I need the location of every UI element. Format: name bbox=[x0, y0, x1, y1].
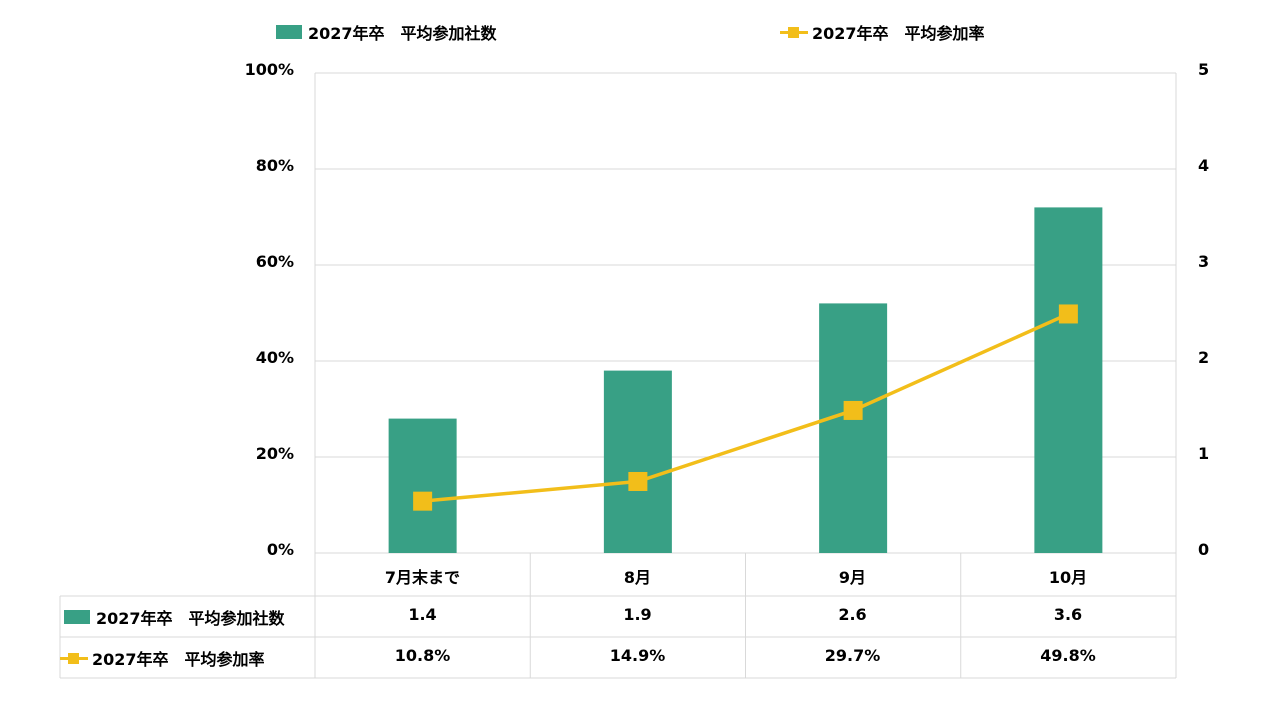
table-cell: 29.7% bbox=[824, 646, 881, 665]
table-cell: 3.6 bbox=[1053, 605, 1083, 624]
legend-line-label: 2027年卒 平均参加率 bbox=[812, 24, 985, 43]
table-row-header-line: 2027年卒 平均参加率 bbox=[60, 637, 265, 678]
table-line-swatch bbox=[60, 651, 88, 665]
right-tick-label: 2 bbox=[1198, 348, 1210, 367]
right-tick-label: 5 bbox=[1198, 60, 1210, 79]
line-marker bbox=[413, 491, 433, 511]
right-tick-label: 4 bbox=[1198, 156, 1210, 175]
legend-line-swatch bbox=[780, 25, 808, 39]
bar bbox=[1034, 207, 1103, 553]
left-tick-label: 100% bbox=[244, 60, 294, 79]
series-line bbox=[422, 312, 1070, 503]
bar bbox=[819, 303, 888, 553]
table-cell: 2.6 bbox=[838, 605, 867, 624]
left-tick-label: 0% bbox=[266, 540, 294, 559]
legend-bar-swatch bbox=[276, 25, 302, 39]
table-cell: 1.4 bbox=[408, 605, 437, 624]
table-bar-swatch bbox=[64, 609, 90, 624]
line-marker bbox=[628, 471, 648, 491]
table-row-label: 2027年卒 平均参加率 bbox=[92, 649, 265, 669]
right-tick-label: 0 bbox=[1198, 540, 1210, 559]
legend-line: 2027年卒 平均参加率 bbox=[780, 20, 985, 44]
bar bbox=[388, 418, 457, 553]
bar bbox=[603, 370, 672, 553]
table-row-label: 2027年卒 平均参加社数 bbox=[96, 608, 285, 628]
category-label: 10月 bbox=[1048, 568, 1088, 587]
right-tick-label: 3 bbox=[1198, 252, 1210, 271]
left-tick-label: 40% bbox=[255, 348, 294, 367]
legend-bar: 2027年卒 平均参加社数 bbox=[276, 20, 497, 44]
left-tick-label: 20% bbox=[255, 444, 294, 463]
line-marker bbox=[1058, 304, 1078, 324]
line-marker bbox=[843, 400, 863, 420]
left-tick-label: 80% bbox=[255, 156, 294, 175]
category-label: 9月 bbox=[838, 568, 867, 587]
legend-bar-label: 2027年卒 平均参加社数 bbox=[308, 24, 497, 43]
table-cell: 10.8% bbox=[394, 646, 451, 665]
table-cell: 49.8% bbox=[1040, 646, 1096, 665]
category-label: 7月末まで bbox=[384, 568, 461, 587]
category-label: 8月 bbox=[623, 568, 652, 587]
table-cell: 14.9% bbox=[609, 646, 666, 665]
table-row-header-bar: 2027年卒 平均参加社数 bbox=[64, 596, 285, 637]
right-tick-label: 1 bbox=[1198, 444, 1210, 463]
table-cell: 1.9 bbox=[623, 605, 652, 624]
left-tick-label: 60% bbox=[255, 252, 294, 271]
